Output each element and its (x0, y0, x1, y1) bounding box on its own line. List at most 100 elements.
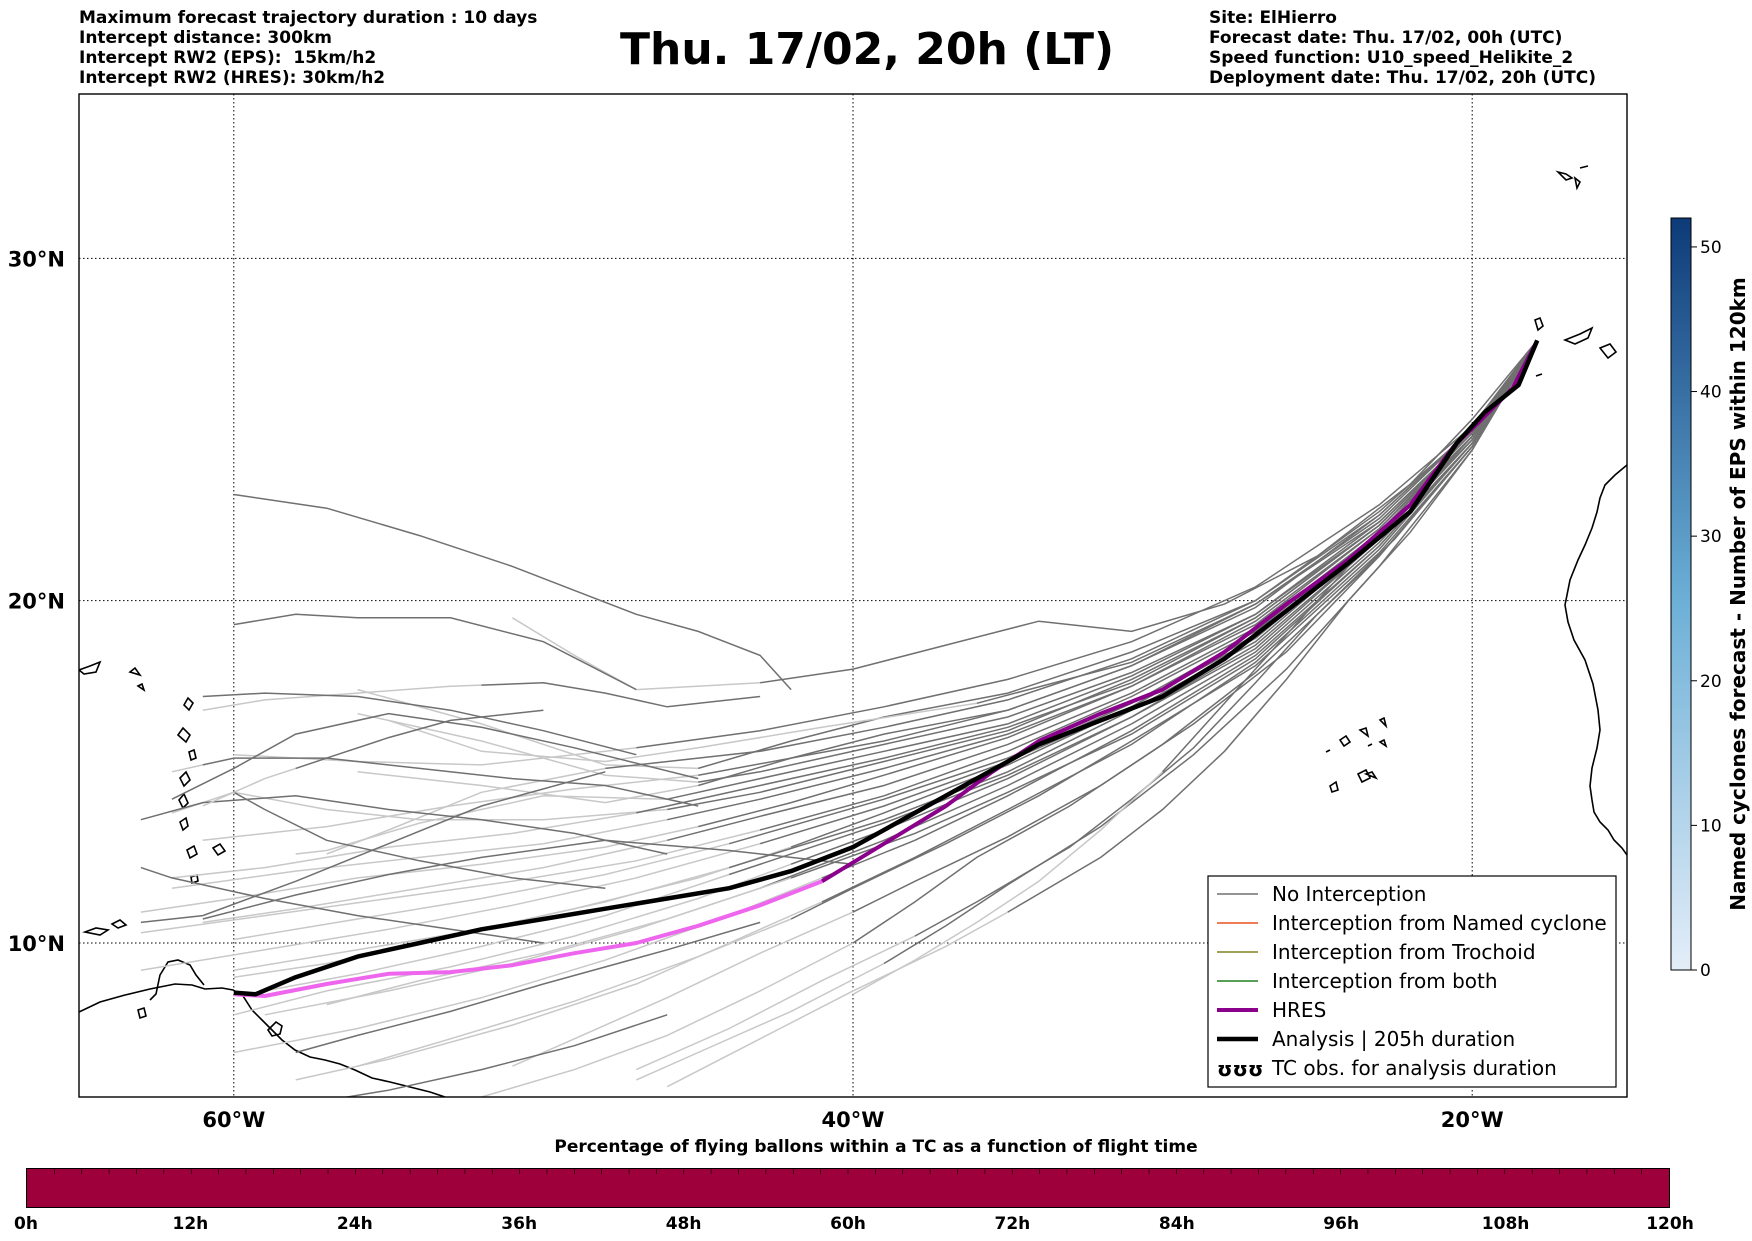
eps-trajectory-faded (233, 842, 730, 941)
colorbar-tick-label: 10 (1700, 816, 1722, 836)
eps-trajectory-faded (512, 617, 761, 691)
colorbar-tick-label: 40 (1700, 383, 1722, 403)
info-intercept-distance: Intercept distance: 300km (79, 28, 332, 48)
time-bar-label: 108h (1481, 1214, 1530, 1234)
eps-trajectory-faded (202, 774, 699, 842)
eps-trajectory-faded (202, 839, 668, 924)
legend-label: TC obs. for analysis duration (1271, 1056, 1557, 1080)
colorbar: 0 10 20 30 40 50 Named cyclones forecast - Nu… (1670, 217, 1750, 981)
eps-trajectory-faded (512, 911, 854, 1067)
eps-trajectory (202, 757, 699, 807)
eps-trajectory (202, 692, 637, 756)
analysis-trajectory (233, 339, 1540, 997)
eps-trajectory (790, 340, 1538, 879)
eps-trajectory-faded (481, 942, 854, 1097)
time-bar-label: 0h (14, 1214, 38, 1234)
info-intercept-eps: Intercept RW2 (EPS): 15km/h2 (79, 48, 377, 68)
coastline-cape-verde (1325, 716, 1388, 794)
eps-trajectory (171, 712, 699, 800)
legend-label: Analysis | 205h duration (1272, 1027, 1515, 1051)
info-intercept-hres: Intercept RW2 (HRES): 30km/h2 (79, 68, 386, 88)
eps-trajectory-faded (326, 877, 792, 1006)
eps-trajectory (295, 921, 761, 1054)
eps-trajectory (233, 613, 637, 691)
time-bar-label: 84h (1158, 1214, 1195, 1234)
eps-trajectory-faded (666, 911, 1009, 1088)
legend-label: HRES (1272, 998, 1326, 1022)
info-site: Site: ElHierro (1209, 8, 1337, 28)
eps-trajectory (233, 493, 792, 691)
eps-trajectory (883, 340, 1538, 965)
legend-box (1207, 875, 1617, 1088)
colorbar-title: Named cyclones forecast - Number of EPS … (1726, 277, 1750, 911)
page-title: Thu. 17/02, 20h (LT) (620, 24, 1115, 75)
eps-trajectory-faded (202, 684, 482, 711)
colorbar-tick-label: 0 (1700, 961, 1711, 981)
eps-trajectory-faded (357, 918, 792, 1067)
time-bar-label: 36h (501, 1214, 538, 1234)
legend-label: No Interception (1272, 882, 1426, 906)
coastlines (79, 165, 1627, 1097)
lon-tick-label: 40°W (822, 1108, 885, 1132)
coastline-south-america (79, 983, 446, 1097)
time-bar-label: 96h (1323, 1214, 1360, 1234)
coastline-lesser-antilles (176, 696, 199, 885)
time-bar-title: Percentage of flying ballons within a TC… (554, 1137, 1198, 1157)
colorbar-tick-label: 20 (1700, 672, 1722, 692)
eps-trajectory (1007, 340, 1538, 913)
coastline-canary-islands (1527, 316, 1618, 377)
eps-trajectory (481, 682, 761, 708)
time-bar (26, 1168, 1670, 1208)
eps-trajectory (1162, 340, 1538, 773)
map-gridlines (79, 94, 1627, 1097)
header-info-right: Site: ElHierro Forecast date: Thu. 17/02… (1209, 8, 1596, 88)
eps-trajectory (697, 340, 1538, 770)
info-max-duration: Maximum forecast trajectory duration : 1… (79, 8, 538, 28)
colorbar-ticks: 0 10 20 30 40 50 (1691, 238, 1722, 981)
eps-trajectory-faded (171, 812, 637, 879)
eps-trajectory-faded (635, 962, 885, 1081)
lon-tick-label: 60°W (202, 1108, 265, 1132)
map-frame (78, 93, 1628, 1098)
eps-trajectory (636, 340, 1538, 749)
time-bar-label: 24h (336, 1214, 373, 1234)
eps-trajectory-faded (388, 702, 977, 763)
info-forecast-date: Forecast date: Thu. 17/02, 00h (UTC) (1209, 28, 1563, 48)
legend-label: Interception from both (1272, 969, 1498, 993)
time-bar-ticks (54, 1169, 1642, 1174)
time-bar-label: 60h (830, 1214, 866, 1234)
eps-trajectory (140, 795, 668, 855)
eps-trajectory-faded (140, 829, 761, 934)
lon-tick-label: 20°W (1441, 1108, 1504, 1132)
time-bar-label: 12h (172, 1214, 209, 1234)
time-bar-fill (27, 1169, 1669, 1207)
eps-trajectory (202, 839, 854, 920)
tc-obs-icon: ʊʊʊ (1217, 1057, 1263, 1081)
eps-trajectory-faded (295, 795, 668, 855)
colorbar-gradient (1670, 217, 1692, 971)
coastline-trinidad (266, 1020, 283, 1037)
lat-tick-label: 20°N (8, 590, 65, 614)
time-bar-label: 72h (994, 1214, 1031, 1234)
eps-trajectory-faded (635, 935, 916, 1071)
coastline-africa (1564, 464, 1627, 856)
colorbar-tick-label: 50 (1700, 238, 1722, 258)
eps-trajectory-faded (295, 901, 823, 1081)
lat-tick-label: 30°N (8, 247, 65, 271)
eps-trajectory-faded (852, 771, 1164, 995)
colorbar-tick-label: 30 (1700, 527, 1722, 547)
coastline-madeira (1555, 165, 1589, 191)
coastline-virgin-islands (79, 660, 146, 692)
coastline-small-islands (137, 842, 227, 1020)
time-bar-label: 48h (665, 1214, 702, 1234)
eps-trajectory (342, 1014, 668, 1097)
legend-label: Interception from Trochoid (1272, 940, 1536, 964)
legend-items: No Interception Interception from Named c… (1217, 882, 1607, 1081)
eps-trajectory (295, 709, 544, 770)
hres-trajectory-later (233, 879, 823, 998)
coastline-bonaire (82, 919, 128, 936)
eps-trajectory (914, 340, 1538, 937)
info-speed-function: Speed function: U10_speed_Helikite_2 (1209, 48, 1574, 68)
info-deployment-date: Deployment date: Thu. 17/02, 20h (UTC) (1209, 68, 1596, 88)
